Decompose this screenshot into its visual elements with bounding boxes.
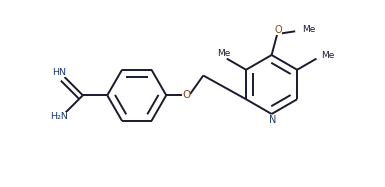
Text: Me: Me (217, 49, 231, 58)
Text: O: O (275, 24, 282, 35)
Text: O: O (182, 90, 190, 100)
Text: Me: Me (321, 50, 334, 59)
Text: Me: Me (302, 25, 315, 34)
Text: H₂N: H₂N (50, 112, 68, 121)
Text: HN: HN (52, 68, 66, 77)
Text: N: N (269, 115, 276, 125)
